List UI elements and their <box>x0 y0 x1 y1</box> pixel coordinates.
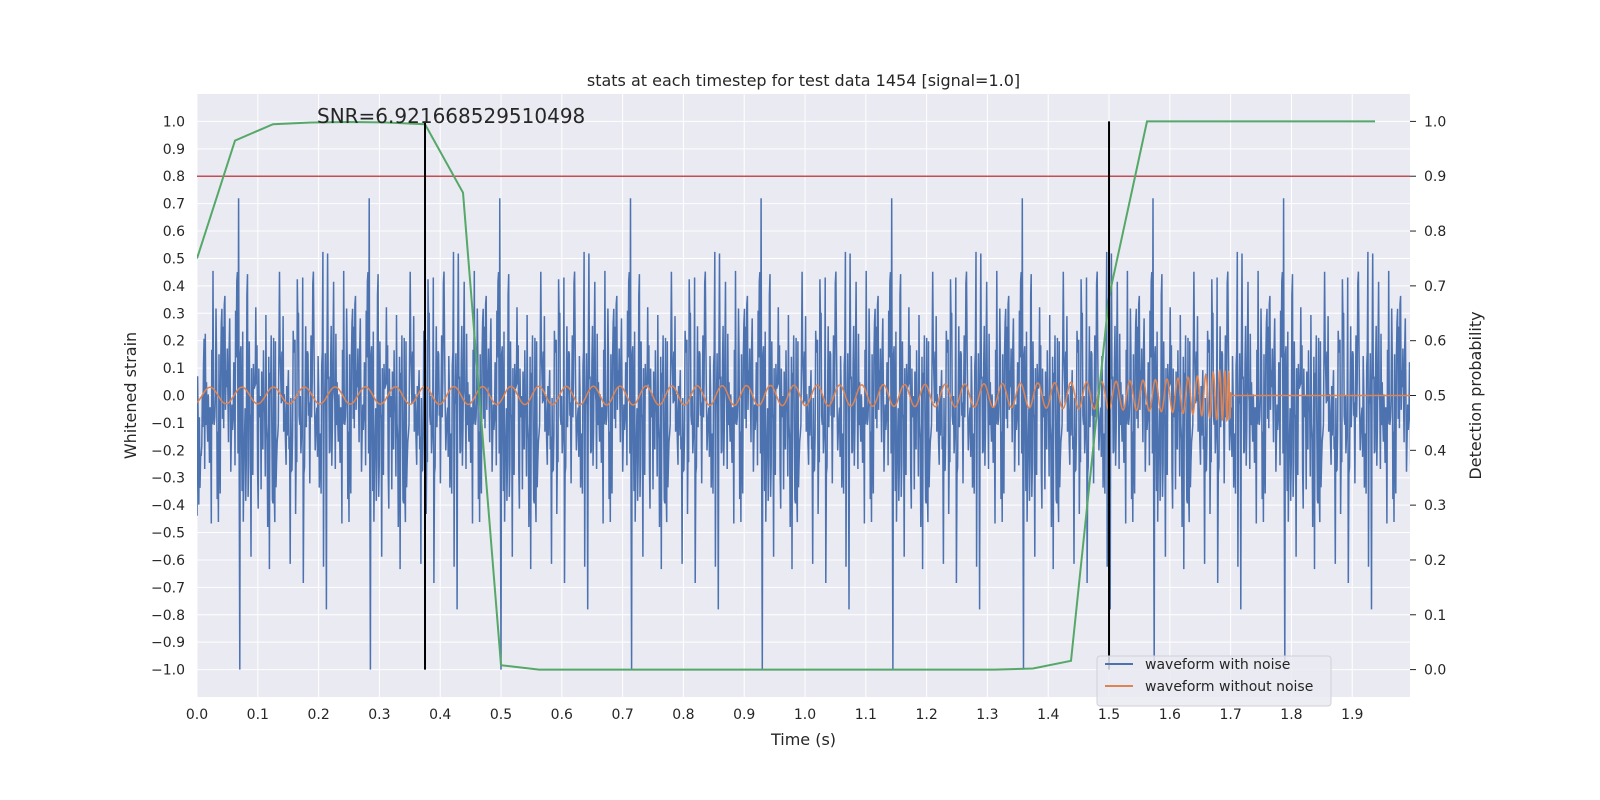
legend-box <box>1096 655 1332 707</box>
y-right-tick-label: 0.8 <box>1424 224 1446 240</box>
y-left-tick-label: 0.5 <box>163 251 185 267</box>
x-tick-label: 0.6 <box>551 707 573 723</box>
chart-title: stats at each timestep for test data 145… <box>587 71 1020 90</box>
y-right-tick-label: 0.9 <box>1424 169 1446 185</box>
y-left-tick-label: 0.4 <box>163 279 185 295</box>
legend-entry-noise: waveform with noise <box>1145 657 1290 673</box>
y-left-tick-label: −0.6 <box>151 553 185 569</box>
x-tick-label: 1.4 <box>1037 707 1059 723</box>
x-tick-label: 1.7 <box>1220 707 1242 723</box>
data-layer <box>197 120 1410 671</box>
x-tick-label: 0.5 <box>490 707 512 723</box>
y-left-tick-label: −0.2 <box>151 443 185 459</box>
y-left-tick-label: −0.5 <box>151 526 185 542</box>
y-left-tick-label: 0.1 <box>163 361 185 377</box>
y-right-tick-label: 0.4 <box>1424 443 1446 459</box>
x-tick-label: 0.0 <box>186 707 208 723</box>
x-tick-label: 0.7 <box>611 707 633 723</box>
y-right-tick-label: 0.5 <box>1424 389 1446 405</box>
x-tick-label: 0.4 <box>429 707 451 723</box>
x-tick-label: 1.1 <box>855 707 877 723</box>
snr-annotation: SNR=6.921668529510498 <box>317 104 585 128</box>
x-tick-label: 1.3 <box>976 707 998 723</box>
y-axis-right-label: Detection probability <box>1466 311 1485 479</box>
series-waveform-without-noise <box>197 368 1410 423</box>
legend: waveform with noise waveform without noi… <box>1096 655 1332 707</box>
y-right-tick-label: 0.6 <box>1424 334 1446 350</box>
x-tick-label: 1.8 <box>1280 707 1302 723</box>
y-left-tick-label: −0.3 <box>151 471 185 487</box>
y-left-tick-label: 0.3 <box>163 306 185 322</box>
x-tick-label: 1.0 <box>794 707 816 723</box>
y-right-tick-label: 0.2 <box>1424 553 1446 569</box>
y-left-tick-label: 1.0 <box>163 114 185 130</box>
y-left-tick-label: 0.0 <box>163 389 185 405</box>
y-right-tick-label: 0.3 <box>1424 498 1446 514</box>
series-detection-probability <box>197 120 1375 671</box>
x-axis-label: Time (s) <box>770 730 836 749</box>
y-right-tick-label: 1.0 <box>1424 114 1446 130</box>
y-left-tick-label: 0.8 <box>163 169 185 185</box>
x-tick-label: 1.9 <box>1341 707 1363 723</box>
y-left-tick-label: −0.8 <box>151 608 185 624</box>
axes: 0.0 0.1 0.2 0.3 0.4 0.5 0.6 0.7 0.8 0.9 1.0 1.1 1.2 1… <box>151 114 1446 723</box>
y-left-tick-label: −0.4 <box>151 498 185 514</box>
y-left-tick-label: −0.1 <box>151 416 185 432</box>
y-left-tick-label: −1.0 <box>151 663 185 679</box>
y-left-tick-label: −0.7 <box>151 580 185 596</box>
y-left-tick-label: 0.7 <box>163 197 185 213</box>
y-right-tick-label: 0.7 <box>1424 279 1446 295</box>
x-tick-label: 1.5 <box>1098 707 1120 723</box>
y-axis-left-label: Whitened strain <box>121 332 140 459</box>
x-tick-label: 1.6 <box>1159 707 1181 723</box>
y-right-tick-label: 0.1 <box>1424 608 1446 624</box>
y-left-tick-label: −0.9 <box>151 635 185 651</box>
y-left-tick-label: 0.2 <box>163 334 185 350</box>
x-tick-label: 0.8 <box>672 707 694 723</box>
x-tick-label: 0.2 <box>307 707 329 723</box>
x-tick-label: 1.2 <box>915 707 937 723</box>
x-tick-label: 0.9 <box>733 707 755 723</box>
x-tick-label: 0.1 <box>247 707 269 723</box>
y-left-tick-label: 0.9 <box>163 142 185 158</box>
x-tick-label: 0.3 <box>368 707 390 723</box>
series-waveform-with-noise <box>197 198 1410 670</box>
legend-entry-clean: waveform without noise <box>1145 679 1313 695</box>
y-right-tick-label: 0.0 <box>1424 663 1446 679</box>
y-left-tick-label: 0.6 <box>163 224 185 240</box>
